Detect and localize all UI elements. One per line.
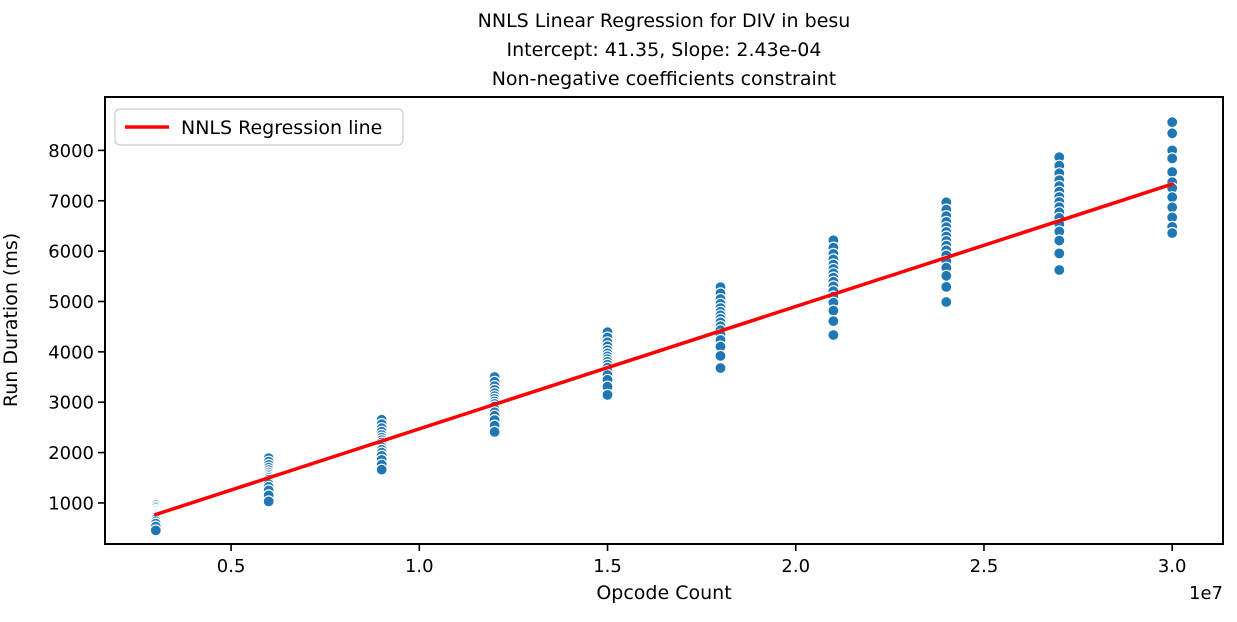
chart-title-line-2: Intercept: 41.35, Slope: 2.43e-04	[507, 39, 822, 61]
plot-frame	[104, 96, 1224, 545]
x-axis-offset-label: 1e7	[1189, 583, 1223, 604]
x-tick-label: 1.0	[405, 556, 434, 577]
legend-label: NNLS Regression line	[181, 117, 382, 139]
y-tick-label: 2000	[48, 443, 94, 464]
scatter-point	[1166, 226, 1179, 240]
y-tick-label: 4000	[48, 342, 94, 363]
legend-box	[114, 108, 404, 146]
y-tick-label: 1000	[48, 493, 94, 514]
scatter-point	[375, 463, 388, 476]
legend: NNLS Regression line	[114, 108, 404, 146]
scatter-point	[1053, 247, 1066, 260]
y-tick-label: 8000	[48, 141, 94, 162]
scatter-point	[714, 349, 727, 362]
scatter-point	[601, 388, 614, 401]
chart-title-line-1: NNLS Linear Regression for DIV in besu	[478, 10, 851, 32]
y-tick-label: 3000	[48, 393, 94, 414]
scatter-point	[262, 495, 275, 508]
scatter-point	[1053, 263, 1066, 277]
axis-ticks: 0.5 1.0 1.5 2.0 2.5 3.0 1000 2000 3000 4000 5000 60…	[48, 141, 1186, 577]
scatter-point	[714, 361, 727, 375]
scatter-point	[940, 280, 953, 293]
scatter-point	[149, 524, 162, 537]
scatter-point	[827, 304, 840, 317]
scatter-point	[1166, 116, 1179, 129]
scatter-point	[1166, 201, 1179, 214]
x-tick-label: 3.0	[1158, 556, 1187, 577]
x-tick-label: 0.5	[217, 556, 246, 577]
scatter-point	[940, 295, 953, 309]
scatter-point	[1053, 234, 1066, 247]
x-axis-label: Opcode Count	[596, 582, 731, 604]
scatter-point	[827, 328, 840, 342]
scatter-point	[1166, 191, 1179, 204]
y-tick-label: 6000	[48, 242, 94, 263]
scatter-point	[1166, 127, 1179, 140]
scatter-point	[1166, 152, 1179, 165]
y-axis-label: Run Duration (ms)	[0, 233, 22, 407]
x-tick-label: 2.0	[781, 556, 810, 577]
y-tick-label: 5000	[48, 292, 94, 313]
y-tick-label: 7000	[48, 191, 94, 212]
scatter-point	[488, 425, 501, 438]
chart-title-line-3: Non-negative coefficients constraint	[492, 68, 837, 90]
scatter-point	[1166, 165, 1179, 179]
scatter-points	[149, 116, 1179, 537]
x-tick-label: 2.5	[970, 556, 999, 577]
scatter-point	[827, 315, 840, 328]
scatter-point	[940, 269, 953, 282]
regression-line	[154, 182, 1174, 517]
x-tick-label: 1.5	[593, 556, 622, 577]
